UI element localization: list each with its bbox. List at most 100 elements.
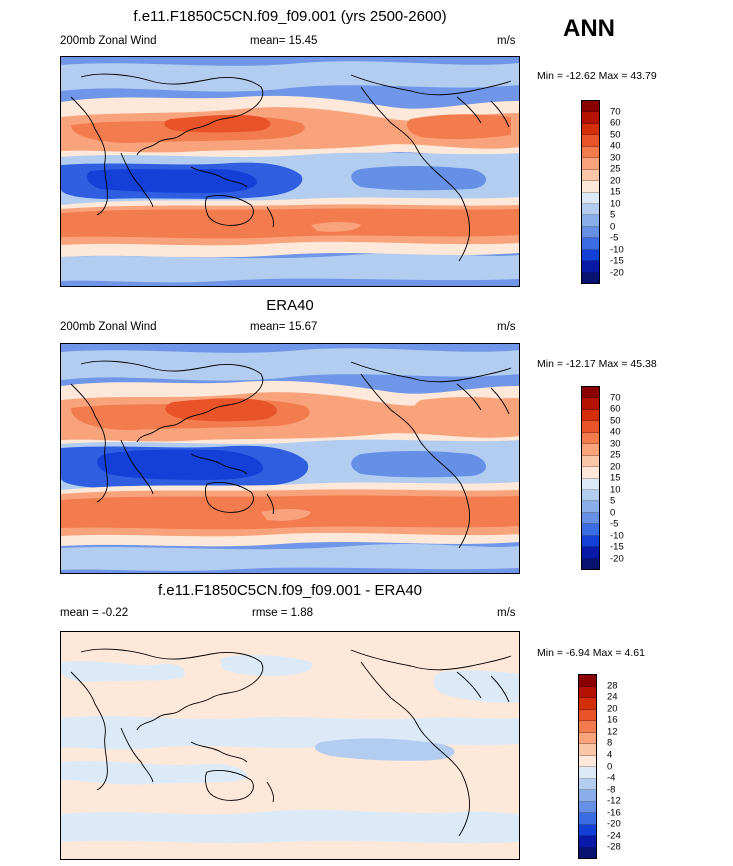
colorbar-tick-label: -12 [607,795,621,807]
colorbar-swatch [582,512,599,525]
colorbar-swatch [582,421,599,433]
colorbar-tick-label: 12 [607,726,618,738]
panel2-colorbar [581,386,600,570]
colorbar-tick-label: -28 [607,841,621,853]
panel1-title: f.e11.F1850C5CN.f09_f09.001 (yrs 2500-26… [133,8,447,25]
colorbar-swatch [582,409,599,422]
panel3-contour-field [61,632,519,859]
colorbar-swatch [579,778,596,790]
colorbar-tick-label: -16 [607,807,621,819]
colorbar-swatch [579,790,596,802]
colorbar-tick-label: 50 [610,129,621,140]
colorbar-swatch [582,387,599,399]
panel1-contour-field [61,57,519,286]
colorbar-tick-label: -10 [610,244,624,255]
colorbar-swatch [582,249,599,262]
colorbar-tick-label: 50 [610,415,621,426]
colorbar-tick-label: -4 [607,772,616,784]
colorbar-tick-label: 0 [607,761,613,772]
colorbar-swatch [579,709,596,721]
panel3-colorbar [578,674,597,859]
colorbar-swatch [582,547,599,559]
colorbar-tick-label: 25 [610,163,621,175]
colorbar-tick-label: 20 [610,175,621,186]
colorbar-tick-label: -20 [607,818,621,830]
panel3-mean-label: mean = -0.22 [60,607,129,619]
colorbar-swatch [582,169,599,182]
colorbar-swatch [579,675,596,687]
colorbar-tick-label: 0 [610,221,616,232]
colorbar-swatch [582,123,599,136]
colorbar-tick-label: -15 [610,255,624,267]
colorbar-tick-label: 24 [607,691,618,703]
colorbar-swatch [579,732,596,744]
colorbar-swatch [582,398,599,410]
colorbar-swatch [582,489,599,502]
colorbar-tick-label: 30 [610,152,621,163]
colorbar-swatch [582,261,599,273]
colorbar-tick-label: 10 [610,198,621,209]
colorbar-swatch [582,181,599,193]
colorbar-tick-label: 15 [610,186,621,198]
colorbar-swatch [582,558,599,569]
panel2-mean-label: mean= 15.67 [250,321,318,333]
panel2-units-label: m/s [497,321,516,333]
colorbar-swatch [582,467,599,479]
colorbar-swatch [579,698,596,710]
colorbar-swatch [582,146,599,159]
colorbar-tick-label: 15 [610,472,621,484]
panel1-minmax: Min = -12.62 Max = 43.79 [537,70,657,82]
colorbar-tick-label: -5 [610,232,619,244]
colorbar-swatch [582,432,599,445]
panel1-units-label: m/s [497,35,516,47]
colorbar-tick-label: 60 [610,403,621,415]
colorbar-swatch [579,836,596,848]
colorbar-swatch [582,501,599,513]
colorbar-swatch [579,847,596,858]
panel3-title: f.e11.F1850C5CN.f09_f09.001 - ERA40 [157,582,423,599]
colorbar-tick-label: 30 [610,438,621,449]
panel3-minmax: Min = -6.94 Max = 4.61 [537,647,645,659]
colorbar-swatch [579,767,596,779]
colorbar-swatch [582,101,599,113]
colorbar-tick-label: 5 [610,495,616,507]
colorbar-swatch [579,721,596,733]
panel3-units-label: m/s [497,607,516,619]
panel2-variable-label: 200mb Zonal Wind [60,321,157,333]
colorbar-swatch [582,478,599,490]
panel1-mean-label: mean= 15.45 [250,35,318,47]
colorbar-swatch [582,535,599,548]
colorbar-tick-label: 70 [610,392,621,403]
colorbar-swatch [579,755,596,767]
colorbar-tick-label: -8 [607,784,616,796]
colorbar-tick-label: -5 [610,518,619,530]
panel2-title: ERA40 [266,297,314,314]
colorbar-tick-label: 40 [610,426,621,438]
colorbar-swatch [582,215,599,227]
colorbar-tick-label: 25 [610,449,621,461]
colorbar-swatch [582,238,599,250]
colorbar-tick-label: 60 [610,117,621,129]
colorbar-tick-label: 16 [607,714,618,726]
colorbar-tick-label: 10 [610,484,621,495]
panel2-minmax: Min = -12.17 Max = 45.38 [537,358,657,370]
colorbar-tick-label: -20 [610,267,624,278]
panel3-rmse-label: rmse = 1.88 [252,607,314,619]
colorbar-swatch [582,524,599,536]
colorbar-tick-label: 8 [607,737,613,749]
colorbar-tick-label: 5 [610,209,616,221]
colorbar-swatch [582,203,599,216]
colorbar-tick-label: 20 [610,461,621,472]
colorbar-swatch [582,226,599,239]
colorbar-swatch [579,686,596,698]
colorbar-tick-label: 70 [610,106,621,117]
panel1-map [60,56,520,287]
colorbar-swatch [579,801,596,813]
colorbar-tick-label: 20 [607,703,618,715]
colorbar-tick-label: -15 [610,541,624,553]
colorbar-tick-label: -20 [610,553,624,564]
colorbar-tick-label: 4 [607,749,613,761]
season-label: ANN [563,15,615,42]
colorbar-swatch [582,272,599,283]
colorbar-swatch [579,813,596,825]
